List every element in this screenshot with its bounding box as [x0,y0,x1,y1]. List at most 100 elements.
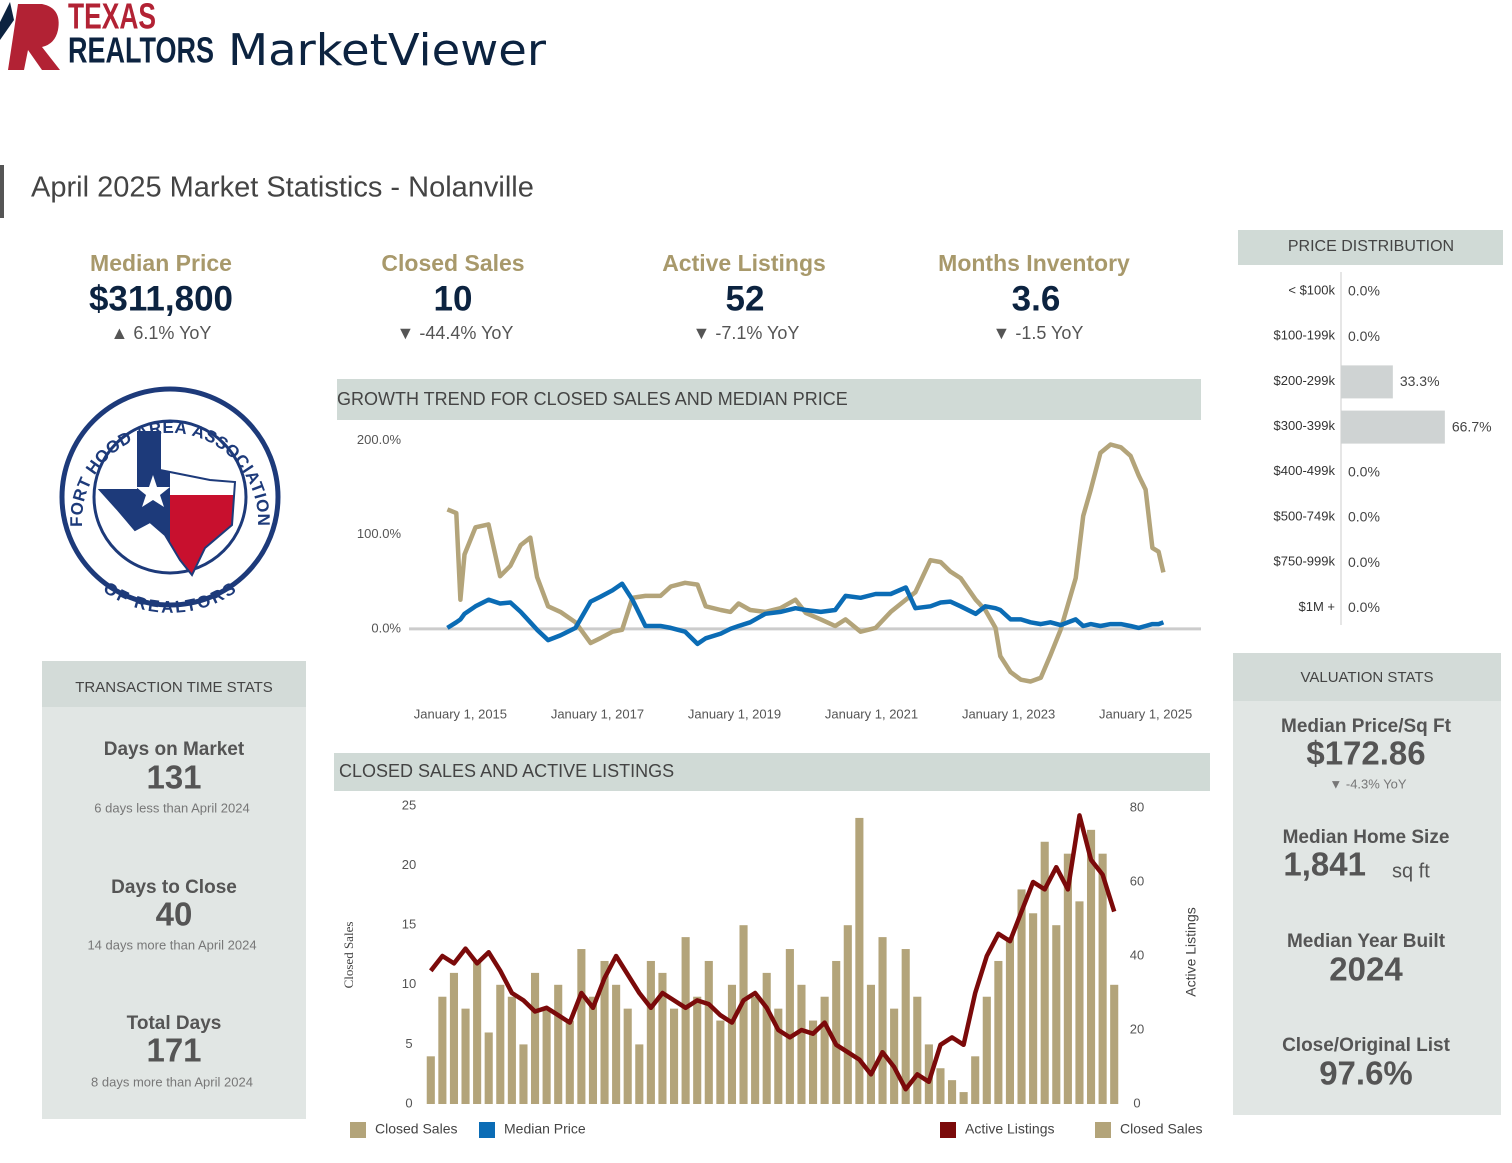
bar [855,817,864,1104]
kpi-change: ▼ -44.4% YoY [397,323,514,343]
stat-value: 97.6% [1319,1055,1413,1092]
kpi-label: Median Price [90,250,232,276]
bar [635,1044,644,1104]
bar [866,984,876,1104]
bar [1063,853,1072,1104]
kpi: Median Price $311,800 ▲ 6.1% YoY Closed … [89,250,1130,343]
value-label: 0.0% [1348,599,1380,615]
logo-ring [92,419,248,575]
bar [1075,901,1084,1104]
legend-label: Active Listings [965,1121,1054,1137]
x-tick-label: January 1, 2021 [825,706,918,721]
brand-line2: REALTORS [68,30,214,71]
kpi-value: 52 [726,279,765,318]
y-tick-label: 200.0% [357,432,402,447]
value-label: 0.0% [1348,328,1380,344]
x-tick-label: January 1, 2017 [551,706,644,721]
chart-title: GROWTH TREND FOR CLOSED SALES AND MEDIAN… [337,389,848,409]
legend-swatch [1095,1122,1111,1138]
y2-tick-label: 80 [1130,799,1144,814]
y-tick-label: 20 [402,857,416,872]
logo-r [8,4,60,70]
kpi-change: ▼ -1.5 YoY [993,323,1084,343]
bar [727,984,737,1104]
bar [449,972,459,1104]
bar [669,1008,679,1104]
bar [473,960,482,1104]
line-series [446,581,1165,647]
bar [936,1068,945,1104]
kpi-label: Closed Sales [381,250,524,276]
chart-title: PRICE DISTRIBUTION [1288,238,1454,255]
bar [1017,889,1026,1104]
stat-label: Median Price/Sq Ft [1281,716,1452,737]
bar [832,960,841,1104]
value-label: 0.0% [1348,509,1380,525]
stat-value: 131 [146,759,201,796]
logo-star [136,475,170,507]
bar [820,996,829,1104]
stat-note: 14 days more than April 2024 [87,937,256,952]
brand-product: MarketViewer [228,25,547,76]
chart-header [337,379,1201,420]
bar [1341,365,1393,399]
y-tick-label: 100.0% [357,526,402,541]
bar [751,996,760,1104]
x-tick-label: January 1, 2019 [688,706,781,721]
value-label: 66.7% [1452,418,1492,434]
y-tick-label: 10 [402,976,416,991]
bar [797,984,806,1104]
bar [438,996,447,1104]
bar [704,960,713,1104]
bar [890,1008,899,1104]
bar [542,1008,551,1104]
value-label: 0.0% [1348,283,1380,299]
bar [623,1008,632,1104]
bar [1005,937,1015,1104]
bar [507,996,516,1104]
logo-star [0,2,14,40]
legend-label: Closed Sales [375,1121,458,1137]
bar [785,949,794,1104]
y-tick-label: 15 [402,917,416,932]
value-label: 0.0% [1348,464,1380,480]
bar [530,972,540,1104]
kpi-value: 3.6 [1012,279,1061,318]
bar [739,925,748,1104]
page-title: April 2025 Market Statistics - Nolanvill… [31,172,534,204]
value-label: 0.0% [1348,554,1380,570]
bar [658,972,667,1104]
chart-title: CLOSED SALES AND ACTIVE LISTINGS [339,761,674,781]
bar [588,996,598,1104]
stat-value: 2024 [1329,951,1403,988]
bar [693,996,702,1104]
bar [612,984,621,1104]
bar [565,1020,574,1104]
x-tick-label: January 1, 2023 [962,706,1055,721]
category-label: $300-399k [1274,418,1336,433]
bar [947,1080,957,1104]
transaction-panel: TRANSACTION TIME STATS Days on Market 13… [42,661,306,1119]
x-tick-label: January 1, 2025 [1099,706,1192,721]
y2-tick-label: 40 [1130,947,1144,962]
category-label: < $100k [1288,282,1335,297]
bar [982,996,991,1104]
legend-label: Median Price [504,1121,586,1137]
bar [913,996,922,1104]
stat-label: Median Home Size [1283,827,1450,848]
brand-logo: TEXAS REALTORS MarketViewer [0,0,547,76]
bar [878,937,887,1104]
bar [843,925,852,1104]
legend-swatch [350,1122,366,1138]
bar [1341,410,1445,444]
y-tick-label: 5 [405,1036,412,1051]
category-label: $500-749k [1274,508,1336,523]
bar [496,984,505,1104]
y2-tick-label: 60 [1130,873,1144,888]
bar [646,960,655,1104]
bar [484,1032,493,1104]
y-tick-label: 0 [405,1095,412,1110]
category-label: $400-499k [1274,463,1336,478]
kpi-value: 10 [434,279,473,318]
